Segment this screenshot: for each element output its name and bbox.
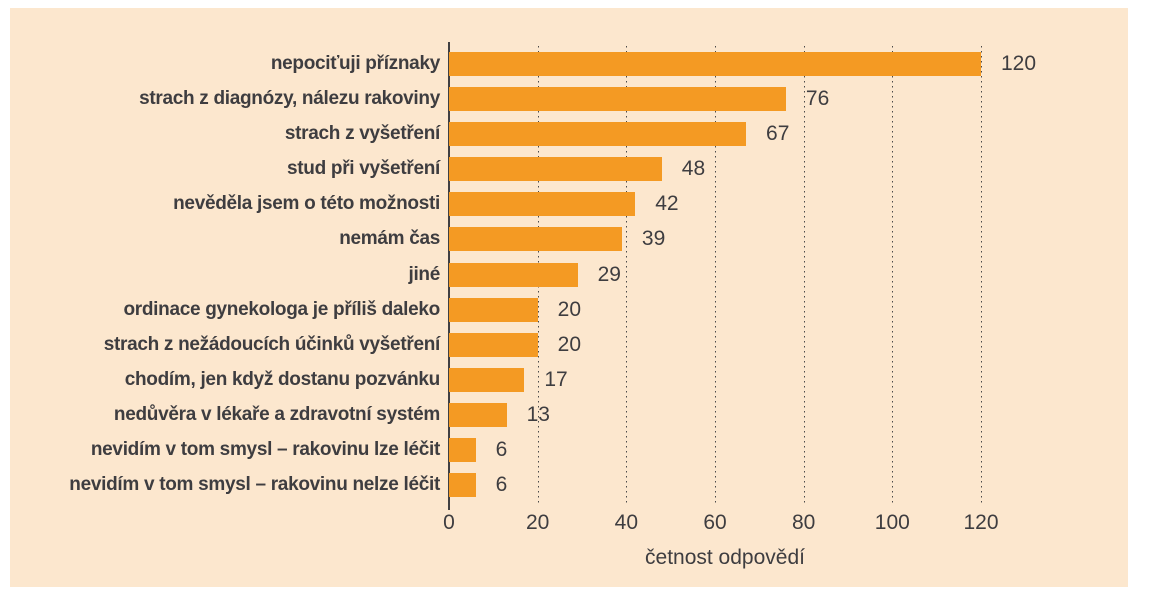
bar-row: ordinace gynekologa je příliš daleko 20	[10, 292, 1128, 327]
x-tick-label: 100	[874, 511, 910, 534]
category-label: stud při vyšetření	[287, 158, 440, 180]
gridline-x-80	[803, 46, 805, 503]
bar-row: strach z vyšetření 67	[10, 116, 1128, 151]
bar-row: nemám čas 39	[10, 222, 1128, 257]
category-label: nevěděla jsem o této možnosti	[173, 193, 440, 215]
x-axis-title: četnost odpovědí	[645, 546, 805, 569]
value-label: 20	[557, 297, 582, 321]
bar	[449, 438, 476, 463]
bar-row: nevěděla jsem o této možnosti 42	[10, 187, 1128, 222]
x-tick-label: 60	[703, 511, 727, 534]
value-label: 6	[495, 438, 508, 462]
value-label: 13	[526, 403, 550, 427]
bar-row: jiné 29	[10, 257, 1128, 292]
gridline-x-120	[981, 46, 982, 503]
bar-row: chodím, jen když dostanu pozvánku 17	[10, 362, 1128, 397]
bar	[449, 121, 747, 146]
category-label: nevidím v tom smysl – rakovinu lze léčit	[90, 439, 440, 461]
bar	[449, 403, 507, 428]
value-label: 120	[1001, 51, 1037, 75]
bar-row: nevidím v tom smysl – rakovinu nelze léč…	[10, 468, 1128, 503]
x-tick-label: 40	[614, 511, 639, 534]
bar	[449, 51, 981, 76]
value-label: 48	[681, 157, 706, 181]
bar	[449, 192, 636, 217]
category-label: strach z nežádoucích účinků vyšetření	[103, 333, 441, 355]
category-label: nedůvěra v lékaře a zdravotní systém	[113, 404, 440, 426]
category-label: chodím, jen když dostanu pozvánku	[124, 368, 441, 390]
x-tick-label: 120	[963, 511, 999, 534]
bar	[449, 367, 525, 392]
value-label: 29	[597, 262, 621, 286]
chart-panel: nepociťuji příznaky 120 strach z diagnózy,…	[10, 8, 1128, 587]
bar	[449, 86, 786, 111]
bar-row: nepociťuji příznaky 120	[10, 46, 1128, 81]
bar	[449, 473, 476, 498]
value-label: 76	[805, 86, 830, 110]
x-tick-label: 0	[443, 511, 455, 534]
bar-row: strach z nežádoucích účinků vyšetření 20	[10, 327, 1128, 362]
bar	[449, 297, 538, 322]
value-label: 67	[766, 121, 790, 145]
bar-rows: nepociťuji příznaky 120 strach z diagnózy,…	[10, 46, 1128, 503]
category-label: nemám čas	[339, 228, 440, 250]
category-label: nevidím v tom smysl – rakovinu nelze léč…	[69, 474, 440, 496]
bar	[449, 332, 538, 357]
bar-row: strach z diagnózy, nálezu rakoviny 76	[10, 81, 1128, 116]
value-label: 6	[495, 473, 508, 497]
bar-row: nevidím v tom smysl – rakovinu lze léčit…	[10, 433, 1128, 468]
value-label: 20	[557, 332, 582, 356]
category-label: strach z vyšetření	[284, 122, 440, 144]
bar	[449, 262, 578, 287]
value-label: 42	[655, 192, 679, 216]
bar-row: nedůvěra v lékaře a zdravotní systém 13	[10, 398, 1128, 433]
bar-row: stud při vyšetření 48	[10, 151, 1128, 186]
x-tick-label: 20	[525, 511, 550, 534]
gridline-x-60	[715, 46, 716, 503]
bar	[449, 157, 662, 182]
value-label: 17	[544, 367, 568, 391]
category-label: ordinace gynekologa je příliš daleko	[123, 298, 440, 320]
x-axis-ticks: 0 20 40 60 80 100 120	[443, 511, 998, 537]
bar	[449, 227, 622, 252]
x-tick-label: 80	[791, 511, 816, 534]
gridline-x-40	[626, 46, 628, 503]
category-label: strach z diagnózy, nálezu rakoviny	[139, 87, 440, 109]
category-label: jiné	[408, 263, 440, 285]
gridline-x-100	[892, 46, 894, 503]
value-label: 39	[641, 227, 666, 251]
category-label: nepociťuji příznaky	[270, 52, 440, 74]
